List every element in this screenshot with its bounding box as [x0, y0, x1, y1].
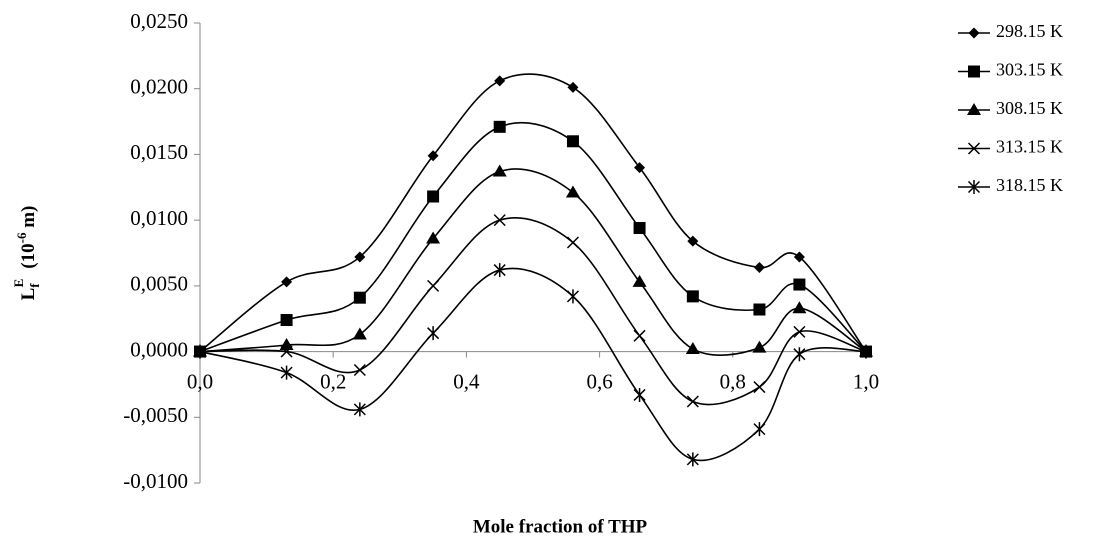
legend-label: 298.15 K	[996, 21, 1063, 41]
marker	[753, 261, 765, 273]
marker	[566, 236, 579, 249]
legend-label: 303.15 K	[996, 60, 1063, 80]
marker	[427, 190, 440, 203]
marker	[565, 185, 580, 198]
marker	[968, 27, 980, 39]
y-tick-label: -0,0050	[123, 403, 188, 427]
y-tick-label: 0,0050	[130, 272, 188, 296]
series-line	[199, 267, 867, 462]
marker	[354, 251, 366, 263]
marker	[352, 327, 367, 340]
y-title-unit: (10	[18, 243, 39, 268]
marker	[967, 180, 981, 194]
x-tick-label: 0,0	[187, 369, 213, 393]
x-tick-label: 0,8	[720, 369, 746, 393]
marker	[279, 338, 294, 350]
y-axis-title: LfE (10-6 m)	[11, 206, 42, 301]
legend-label: 313.15 K	[996, 137, 1063, 157]
y-title-unit-close: m)	[18, 206, 39, 233]
marker	[494, 75, 506, 87]
marker	[793, 325, 806, 338]
y-tick-label: 0,0000	[130, 337, 188, 361]
marker	[752, 340, 767, 353]
marker	[753, 422, 766, 437]
marker	[353, 363, 366, 377]
marker	[753, 303, 766, 316]
legend-label: 308.15 K	[996, 98, 1063, 118]
marker	[968, 65, 980, 78]
legend-entry: 313.15 K	[958, 137, 1063, 157]
x-tick-label: 0,6	[586, 369, 612, 393]
marker	[427, 279, 440, 292]
x-tick-label: 0,4	[453, 369, 480, 393]
marker	[793, 278, 806, 291]
marker	[493, 263, 506, 278]
marker	[427, 326, 440, 341]
legend-label: 318.15 K	[996, 175, 1063, 195]
series-line	[199, 121, 867, 353]
y-tick-label: 0,0200	[130, 75, 188, 99]
marker	[686, 290, 699, 303]
marker	[492, 164, 507, 177]
marker	[686, 395, 699, 408]
series-line	[199, 168, 867, 356]
marker	[427, 150, 439, 162]
marker	[353, 291, 366, 304]
legend-entry: 308.15 K	[958, 98, 1063, 118]
x-tick-label: 1,0	[853, 369, 879, 393]
marker	[566, 135, 579, 148]
marker	[566, 289, 579, 304]
marker	[685, 341, 700, 354]
legend-entry: 303.15 K	[958, 60, 1063, 80]
y-tick-label: 0,0100	[130, 206, 188, 230]
marker	[280, 314, 293, 327]
marker	[967, 142, 981, 155]
marker	[353, 402, 366, 417]
y-title-unit-sup: -6	[14, 232, 29, 243]
y-tick-label: 0,0150	[130, 140, 188, 164]
marker	[686, 452, 699, 467]
marker	[753, 381, 766, 394]
marker	[280, 345, 293, 358]
legend-entry: 298.15 K	[958, 21, 1063, 41]
marker	[280, 365, 293, 380]
marker	[632, 274, 647, 287]
marker	[967, 103, 981, 115]
marker	[687, 235, 699, 247]
legend-entry: 318.15 K	[958, 175, 1063, 195]
marker	[633, 222, 646, 235]
marker	[792, 301, 807, 314]
marker	[281, 276, 293, 288]
marker	[633, 387, 646, 402]
marker	[793, 347, 806, 362]
marker	[633, 329, 646, 342]
marker	[634, 162, 646, 174]
y-title-main: L	[18, 288, 39, 301]
marker	[193, 344, 207, 359]
series-line	[199, 217, 867, 406]
y-tick-label: -0,0100	[123, 469, 188, 493]
y-tick-label: 0,0250	[130, 9, 188, 33]
marker	[426, 231, 441, 244]
marker	[493, 120, 506, 133]
x-axis-title: Mole fraction of THP	[473, 516, 648, 537]
series-line	[199, 73, 867, 353]
marker	[793, 251, 805, 263]
y-title-sub: f	[27, 283, 42, 288]
marker	[859, 344, 873, 359]
marker	[567, 81, 579, 93]
x-tick-label: 0,2	[320, 369, 346, 393]
marker	[493, 214, 506, 227]
y-title-sup: E	[11, 279, 26, 288]
